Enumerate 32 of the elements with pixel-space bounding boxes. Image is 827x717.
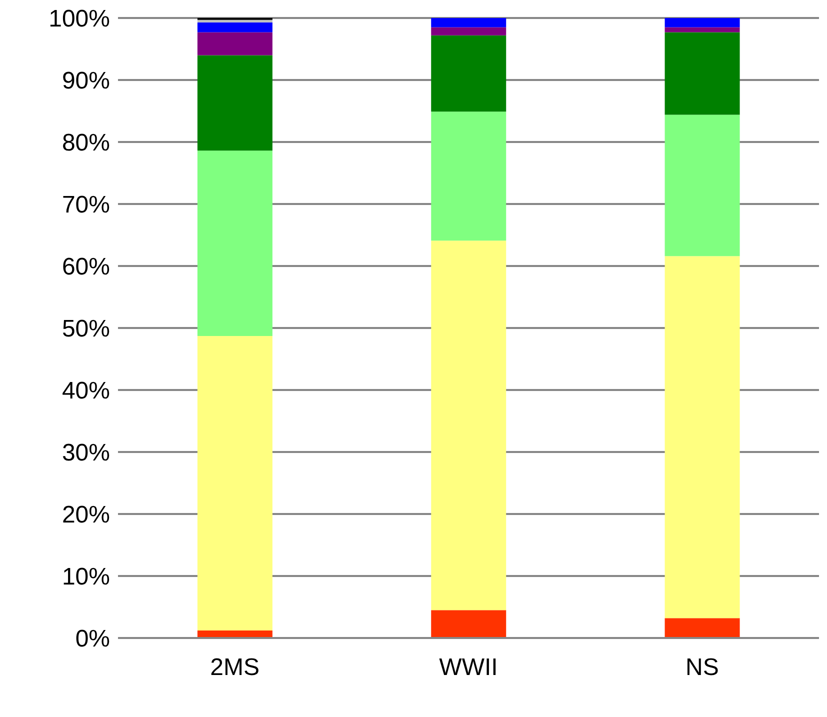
bar <box>431 27 506 36</box>
bar <box>197 55 272 151</box>
y-tick-label: 90% <box>62 68 110 95</box>
y-tick-label: 70% <box>62 192 110 219</box>
bar <box>431 18 506 28</box>
bar <box>197 20 272 22</box>
bar <box>664 256 740 618</box>
y-tick-label: 20% <box>62 502 110 529</box>
y-tick-label: 0% <box>75 626 110 653</box>
bar <box>431 240 506 610</box>
x-tick-label: WWII <box>439 654 498 682</box>
y-tick-label: 30% <box>62 440 110 467</box>
bar <box>431 112 506 241</box>
x-tick-label: 2MS <box>210 654 260 682</box>
x-tick-label: NS <box>685 654 719 682</box>
bar <box>197 22 272 32</box>
bar <box>664 18 740 28</box>
bar <box>197 150 272 336</box>
y-tick-label: 50% <box>62 316 110 343</box>
y-tick-label: 80% <box>62 130 110 157</box>
bar <box>197 336 272 631</box>
bar <box>431 610 506 638</box>
bar <box>664 32 740 115</box>
y-tick-label: 40% <box>62 378 110 405</box>
bar <box>664 27 740 32</box>
bar <box>197 32 272 56</box>
y-tick-label: 10% <box>62 564 110 591</box>
y-tick-label: 60% <box>62 254 110 281</box>
bar <box>431 35 506 112</box>
y-tick-label: 100% <box>48 6 110 33</box>
bar <box>664 618 740 638</box>
bar <box>664 114 740 256</box>
